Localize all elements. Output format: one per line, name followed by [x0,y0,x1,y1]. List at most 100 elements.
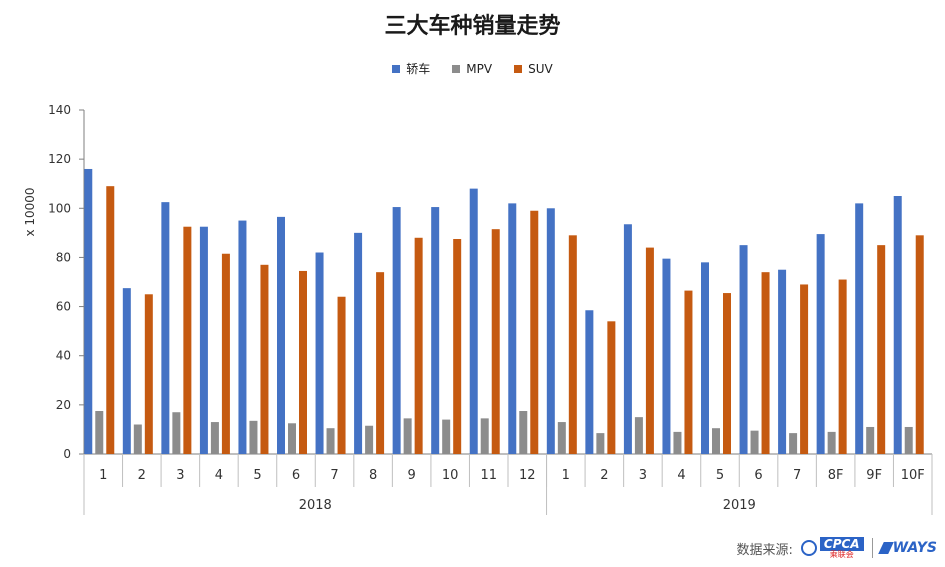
bar-sedan [585,310,594,454]
x-tick-label: 10 [442,468,459,483]
y-tick-label: 0 [63,447,71,461]
y-tick-label: 140 [48,103,71,117]
y-tick-label: 80 [56,250,71,264]
y-tick-label: 100 [48,201,71,215]
bar-suv [800,284,809,454]
bar-sedan [662,258,671,454]
x-tick-label: 2 [138,468,146,483]
cpca-emblem-icon [800,540,817,556]
cpca-logo-text: CPCA [819,537,864,551]
bar-mpv [673,431,682,454]
x-tick-label: 8 [369,468,377,483]
ways-emblem-icon [877,542,894,554]
x-tick-label: 3 [176,468,184,483]
bar-suv [453,239,462,454]
bar-sedan [84,168,93,454]
bar-sedan [315,252,324,454]
legend-swatch [392,64,401,73]
bar-mpv [827,431,836,454]
x-tick-label: 5 [253,468,261,483]
bar-sedan [431,207,440,454]
bar-mpv [442,419,451,454]
bar-suv [877,245,886,454]
legend-item: 轿车 [392,60,430,77]
bar-suv [337,296,346,454]
y-tick-label: 20 [56,398,71,412]
bar-suv [645,247,654,454]
y-tick-label: 120 [48,152,71,166]
group-label: 2019 [723,498,756,513]
bar-sedan [199,226,208,454]
logo-divider [871,538,873,558]
x-tick-label: 1 [562,468,570,483]
bar-mpv [249,420,258,454]
legend: 轿车 MPV SUV [0,60,945,77]
legend-label: 轿车 [406,62,431,76]
legend-item: SUV [514,60,553,77]
bar-suv [568,235,577,454]
bar-mpv [557,422,566,454]
source-attribution: 数据来源: CPCA 乘联会 WAYS [737,537,937,559]
x-tick-label: 2 [600,468,608,483]
bar-suv [144,294,153,454]
bar-mpv [750,430,759,454]
x-tick-label: 3 [639,468,647,483]
bar-mpv [288,423,296,454]
bar-mpv [210,422,219,454]
x-tick-label: 6 [292,468,300,483]
bar-suv [376,272,385,454]
bar-sedan [508,203,517,454]
group-label: 2018 [299,498,332,513]
bar-suv [491,229,500,454]
x-tick-label: 8F [828,468,844,483]
y-tick-label: 60 [56,300,71,314]
bar-suv [260,264,269,454]
bar-suv [183,226,192,454]
bar-mpv [365,425,374,454]
bar-suv [915,235,924,454]
bar-sedan [277,216,285,454]
bar-mpv [596,433,605,454]
bar-sedan [816,234,825,454]
x-tick-label: 9 [407,468,415,483]
bar-sedan [855,203,864,454]
bar-suv [530,210,539,454]
bar-mpv [133,424,142,454]
bar-mpv [519,411,528,454]
bar-mpv [95,411,104,454]
bar-suv [723,293,731,454]
bar-sedan [469,188,478,454]
bar-mpv [480,418,489,454]
bar-mpv [634,417,643,454]
cpca-logo: CPCA 乘联会 [800,537,864,559]
bar-mpv [712,428,720,454]
bar-sedan [739,245,748,454]
bar-sedan [161,202,170,454]
legend-item: MPV [452,60,492,77]
bar-suv [221,253,230,454]
bar-sedan [122,288,131,454]
ways-logo-text: WAYS [892,540,937,556]
bar-sedan [238,220,247,454]
x-tick-label: 5 [716,468,724,483]
bar-sedan [623,224,632,454]
bar-suv [414,237,423,454]
x-tick-label: 11 [480,468,497,483]
bar-sedan [354,232,363,454]
bar-mpv [172,412,181,454]
x-tick-label: 4 [215,468,223,483]
ways-logo: WAYS [877,540,937,556]
bar-suv [838,279,847,454]
cpca-logo-subtext: 乘联会 [829,550,854,559]
bar-sedan [778,269,787,454]
bar-suv [299,270,307,454]
x-tick-label: 9F [866,468,882,483]
x-tick-label: 4 [677,468,685,483]
bar-suv [761,272,770,454]
x-tick-label: 7 [330,468,338,483]
bar-sedan [546,208,555,454]
x-tick-label: 1 [99,468,107,483]
bar-sedan [893,196,902,454]
y-tick-label: 40 [56,349,71,363]
